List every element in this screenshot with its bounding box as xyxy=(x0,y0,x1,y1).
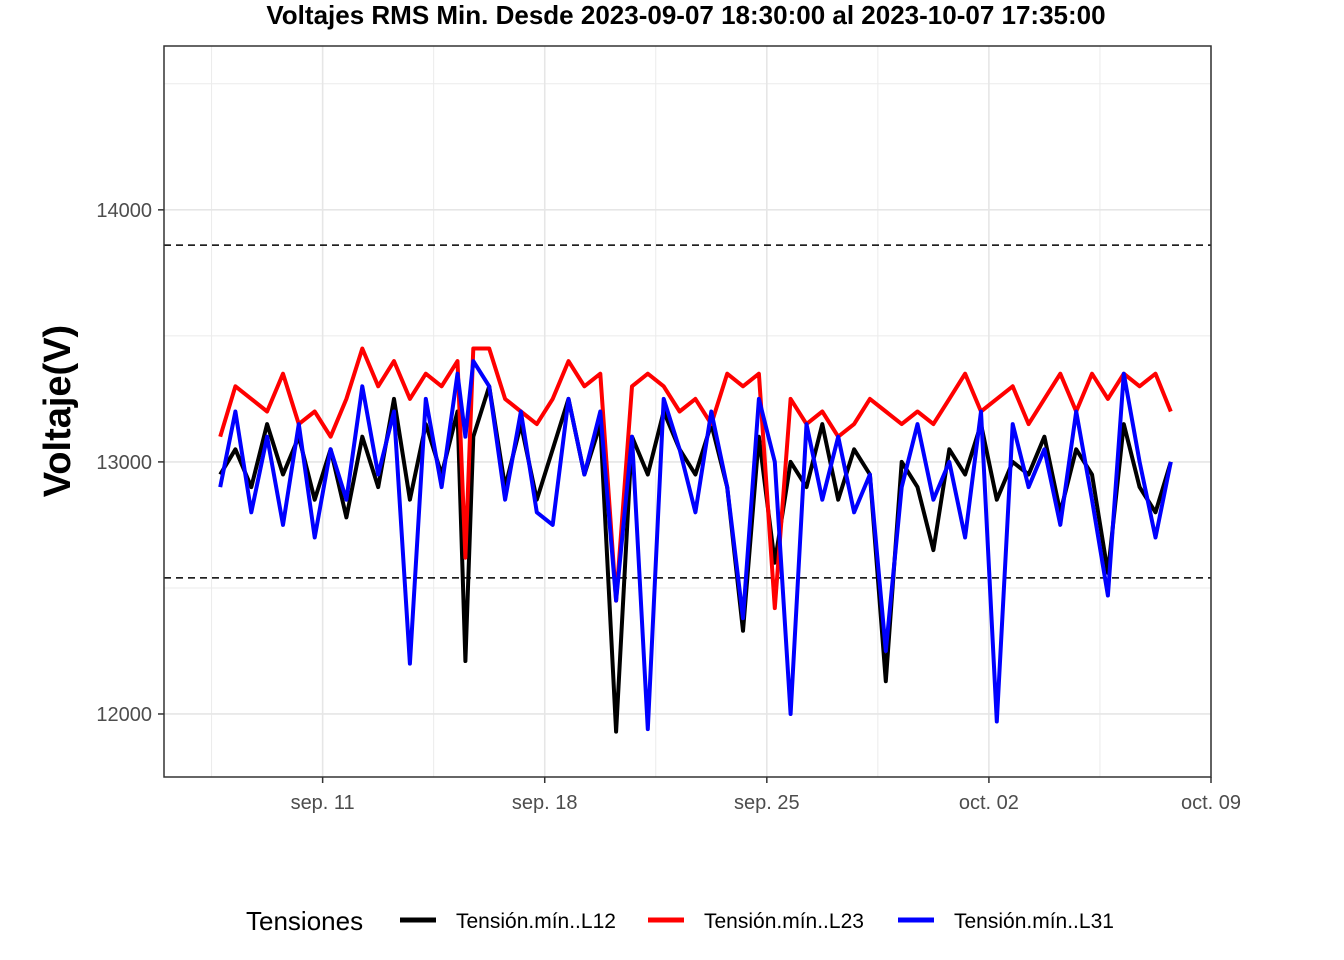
series-line-3 xyxy=(218,359,1173,732)
legend-title: Tensiones xyxy=(246,906,363,936)
series-line-1 xyxy=(218,384,1173,734)
legend-label-3: Tensión.mín..L31 xyxy=(954,910,1114,933)
plot-border xyxy=(163,45,1212,778)
legend: Tensiones Tensión.mín..L12 Tensión.mín..L… xyxy=(246,906,1114,936)
y-axis-label: Voltaje(V) xyxy=(37,325,79,497)
reference-lines xyxy=(164,244,1211,579)
y-axis: 12000 13000 14000 xyxy=(96,200,164,726)
x-tick-label: oct. 09 xyxy=(1181,792,1241,814)
y-tick-label: 12000 xyxy=(96,704,152,726)
y-tick-label: 13000 xyxy=(96,452,152,474)
series-line-2 xyxy=(218,346,1173,611)
grid xyxy=(164,46,1212,777)
x-tick-label: sep. 18 xyxy=(512,792,578,814)
x-axis: sep. 11 sep. 18 sep. 25 oct. 02 oct. 09 xyxy=(291,777,1241,814)
x-tick-label: sep. 11 xyxy=(291,792,355,814)
series-lines xyxy=(218,346,1173,734)
legend-label-1: Tensión.mín..L12 xyxy=(456,910,616,933)
x-tick-label: sep. 25 xyxy=(734,792,800,814)
legend-label-2: Tensión.mín..L23 xyxy=(704,910,864,933)
y-tick-label: 14000 xyxy=(96,200,152,222)
x-tick-label: oct. 02 xyxy=(959,792,1019,814)
chart-title: Voltajes RMS Min. Desde 2023-09-07 18:30… xyxy=(266,0,1105,30)
